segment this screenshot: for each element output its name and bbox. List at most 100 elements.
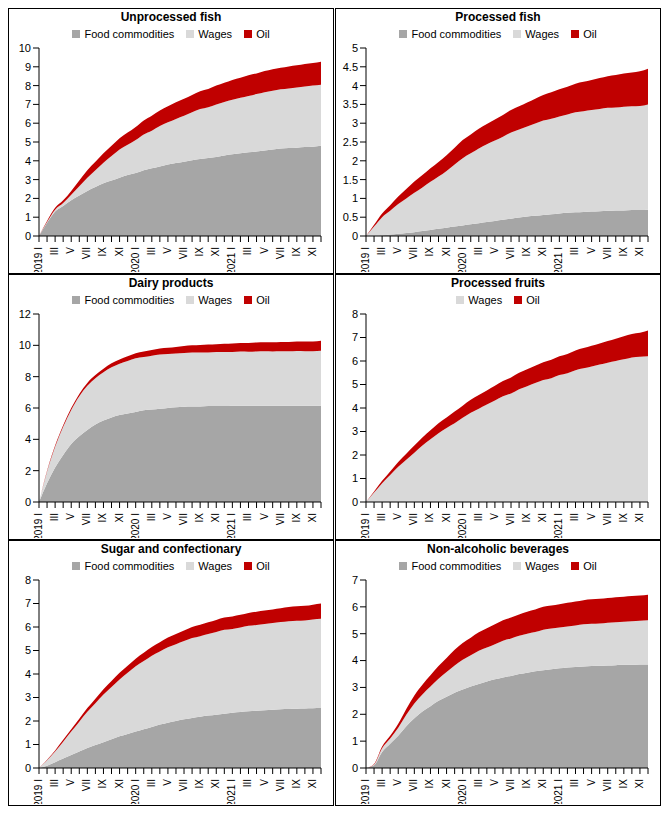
svg-text:2021 I: 2021 I xyxy=(226,779,237,804)
svg-text:2: 2 xyxy=(25,465,31,477)
svg-text:V: V xyxy=(65,513,76,520)
svg-text:XI: XI xyxy=(307,247,318,256)
svg-text:IX: IX xyxy=(194,513,205,523)
svg-text:XI: XI xyxy=(210,247,221,256)
svg-text:2019 I: 2019 I xyxy=(360,779,371,804)
svg-text:III: III xyxy=(242,779,253,787)
svg-text:V: V xyxy=(489,779,500,786)
svg-text:2020 I: 2020 I xyxy=(457,779,468,804)
svg-text:IX: IX xyxy=(291,779,302,789)
svg-text:IX: IX xyxy=(521,779,532,789)
svg-text:V: V xyxy=(259,513,270,520)
svg-text:1: 1 xyxy=(352,472,358,484)
svg-text:3: 3 xyxy=(25,691,31,703)
svg-text:2: 2 xyxy=(25,715,31,727)
svg-text:VII: VII xyxy=(81,779,92,791)
svg-text:5: 5 xyxy=(25,644,31,656)
svg-text:VII: VII xyxy=(81,247,92,259)
svg-text:V: V xyxy=(489,513,500,520)
svg-text:III: III xyxy=(242,513,253,521)
svg-text:VII: VII xyxy=(178,247,189,259)
svg-text:XI: XI xyxy=(537,513,548,522)
svg-text:IX: IX xyxy=(291,247,302,257)
svg-text:V: V xyxy=(162,513,173,520)
svg-text:1: 1 xyxy=(25,738,31,750)
svg-text:III: III xyxy=(473,513,484,521)
svg-text:2019 I: 2019 I xyxy=(33,513,44,538)
svg-text:2019 I: 2019 I xyxy=(33,247,44,272)
svg-text:2021 I: 2021 I xyxy=(553,247,564,272)
svg-text:6: 6 xyxy=(25,621,31,633)
svg-text:2020 I: 2020 I xyxy=(457,513,468,538)
svg-text:2: 2 xyxy=(352,449,358,461)
svg-text:XI: XI xyxy=(634,513,645,522)
svg-text:2020 I: 2020 I xyxy=(457,247,468,272)
svg-text:1: 1 xyxy=(352,192,358,204)
svg-text:7: 7 xyxy=(352,574,358,586)
svg-text:7: 7 xyxy=(25,597,31,609)
svg-text:III: III xyxy=(569,779,580,787)
svg-text:III: III xyxy=(473,247,484,255)
svg-text:XI: XI xyxy=(210,513,221,522)
svg-text:VII: VII xyxy=(505,779,516,791)
svg-text:5: 5 xyxy=(352,628,358,640)
svg-text:0: 0 xyxy=(352,230,358,242)
svg-text:6: 6 xyxy=(352,601,358,613)
svg-text:V: V xyxy=(65,247,76,254)
svg-text:0: 0 xyxy=(25,230,31,242)
svg-text:V: V xyxy=(392,779,403,786)
svg-text:V: V xyxy=(489,247,500,254)
svg-text:IX: IX xyxy=(424,779,435,789)
svg-text:VII: VII xyxy=(602,247,613,259)
svg-text:III: III xyxy=(146,779,157,787)
svg-text:XI: XI xyxy=(307,513,318,522)
svg-text:V: V xyxy=(586,247,597,254)
svg-text:IX: IX xyxy=(291,513,302,523)
svg-text:VII: VII xyxy=(408,779,419,791)
svg-text:V: V xyxy=(259,779,270,786)
svg-text:4: 4 xyxy=(25,155,31,167)
svg-text:4: 4 xyxy=(25,668,31,680)
svg-text:2020 I: 2020 I xyxy=(130,247,141,272)
svg-text:2021 I: 2021 I xyxy=(553,779,564,804)
svg-text:7: 7 xyxy=(25,98,31,110)
svg-text:12: 12 xyxy=(19,308,31,320)
svg-text:III: III xyxy=(376,779,387,787)
svg-text:10: 10 xyxy=(19,339,31,351)
svg-text:III: III xyxy=(569,247,580,255)
svg-text:0: 0 xyxy=(352,762,358,774)
svg-text:IX: IX xyxy=(97,247,108,257)
svg-text:1.5: 1.5 xyxy=(343,174,358,186)
svg-text:0: 0 xyxy=(25,762,31,774)
svg-text:3: 3 xyxy=(25,174,31,186)
svg-text:2020 I: 2020 I xyxy=(130,513,141,538)
svg-text:6: 6 xyxy=(352,355,358,367)
svg-text:IX: IX xyxy=(97,513,108,523)
svg-text:2019 I: 2019 I xyxy=(360,247,371,272)
svg-text:2: 2 xyxy=(352,155,358,167)
svg-text:V: V xyxy=(162,779,173,786)
svg-text:V: V xyxy=(162,247,173,254)
svg-text:V: V xyxy=(392,513,403,520)
svg-text:8: 8 xyxy=(352,308,358,320)
svg-text:4.5: 4.5 xyxy=(343,61,358,73)
svg-text:4: 4 xyxy=(352,402,358,414)
svg-text:IX: IX xyxy=(618,247,629,257)
svg-text:VII: VII xyxy=(275,779,286,791)
svg-text:III: III xyxy=(242,247,253,255)
svg-text:0: 0 xyxy=(352,496,358,508)
svg-text:8: 8 xyxy=(25,80,31,92)
svg-text:IX: IX xyxy=(97,779,108,789)
svg-text:3: 3 xyxy=(352,425,358,437)
svg-text:5: 5 xyxy=(25,136,31,148)
svg-text:VII: VII xyxy=(505,247,516,259)
svg-text:4: 4 xyxy=(352,654,358,666)
svg-text:XI: XI xyxy=(114,779,125,788)
svg-text:10: 10 xyxy=(19,42,31,54)
svg-text:3: 3 xyxy=(352,117,358,129)
svg-text:8: 8 xyxy=(25,574,31,586)
svg-text:VII: VII xyxy=(178,779,189,791)
svg-text:5: 5 xyxy=(352,42,358,54)
svg-text:VII: VII xyxy=(275,247,286,259)
svg-text:2019 I: 2019 I xyxy=(33,779,44,804)
